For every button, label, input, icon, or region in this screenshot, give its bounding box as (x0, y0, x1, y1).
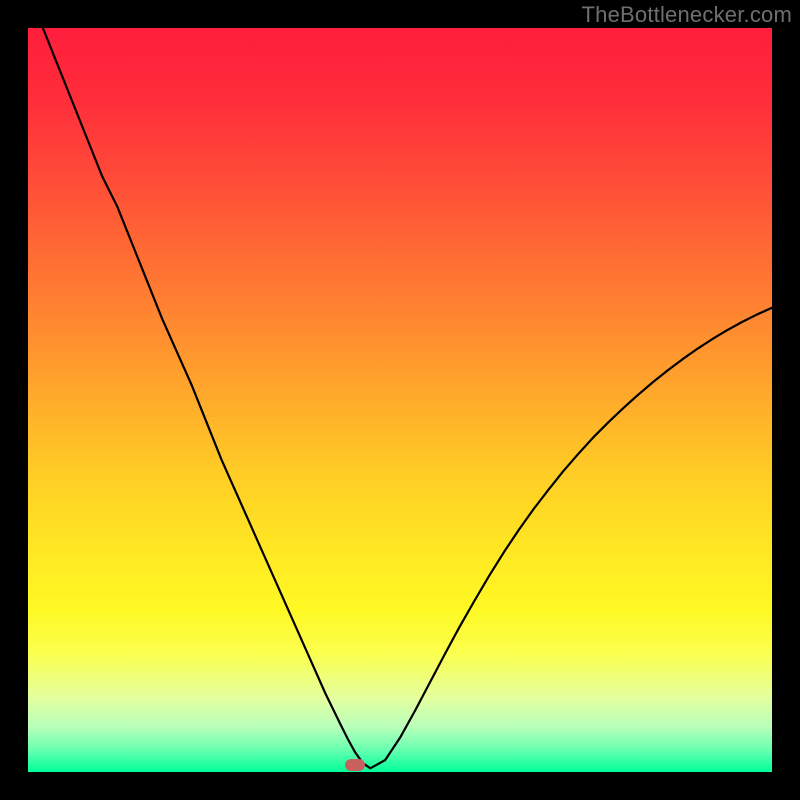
chart-frame: TheBottlenecker.com (0, 0, 800, 800)
watermark-text: TheBottlenecker.com (582, 2, 792, 28)
bottleneck-curve (43, 28, 772, 768)
curve-svg (28, 28, 772, 772)
optimal-point-marker (345, 759, 365, 771)
plot-area (28, 28, 772, 772)
